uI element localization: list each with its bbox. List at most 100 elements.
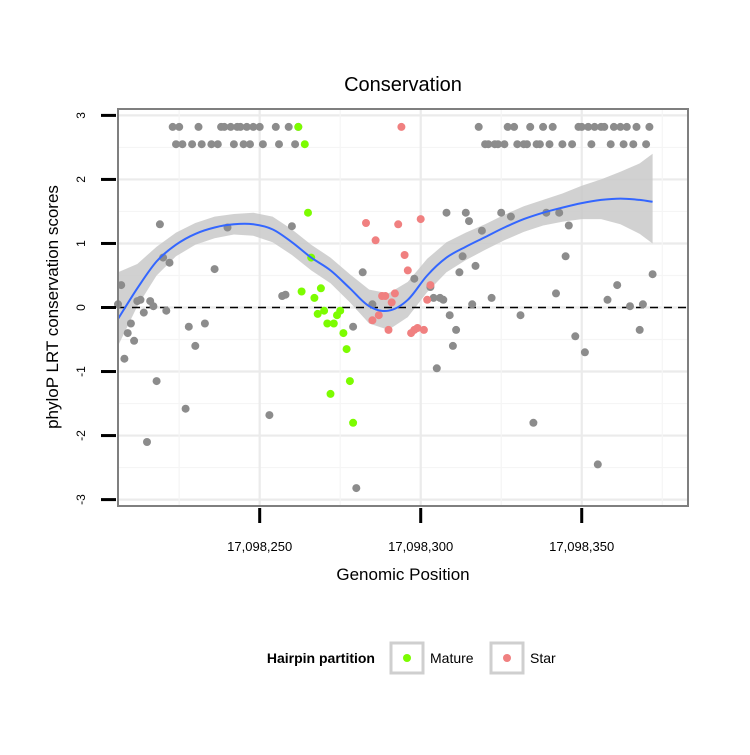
point-other [143, 438, 151, 446]
point-other [130, 336, 139, 345]
point-other [165, 258, 174, 267]
x-axis-title: Genomic Position [336, 565, 469, 584]
point-other [642, 140, 651, 149]
point-other [239, 140, 248, 149]
y-tick-label: -1 [74, 366, 88, 377]
point-other [635, 325, 644, 334]
legend-label-mature: Mature [430, 650, 474, 666]
point-other [188, 140, 197, 149]
y-tick-label: 0 [74, 304, 88, 311]
point-other [410, 274, 419, 283]
y-tick-label: 1 [74, 240, 88, 247]
point-other [539, 122, 548, 131]
point-other [226, 122, 235, 131]
point-mature [316, 284, 325, 293]
point-other [535, 140, 544, 149]
point-other [197, 140, 206, 149]
point-other [139, 308, 148, 317]
point-star [413, 324, 422, 332]
legend: Hairpin partition Mature Star [267, 641, 556, 675]
point-mature [326, 389, 335, 398]
x-tick-label: 17,098,350 [549, 539, 614, 554]
point-other [545, 140, 554, 149]
point-other [149, 302, 158, 311]
chart-title: Conservation [344, 74, 462, 96]
point-other [213, 140, 222, 149]
point-other [471, 261, 480, 270]
point-other [632, 122, 641, 131]
point-other [500, 140, 509, 149]
point-other [465, 217, 473, 226]
point-other [461, 208, 470, 217]
point-other [349, 322, 358, 331]
point-other [281, 290, 290, 299]
point-other [619, 140, 628, 149]
plot-border [117, 108, 689, 507]
point-other [513, 140, 522, 149]
point-other [529, 418, 538, 427]
point-other [155, 220, 164, 229]
point-other [487, 293, 496, 302]
point-star [381, 292, 390, 300]
point-other [242, 122, 251, 131]
point-other [210, 265, 219, 274]
point-other [503, 122, 512, 131]
point-mature [294, 122, 303, 131]
point-mature [310, 293, 319, 302]
point-other [506, 212, 515, 221]
legend-swatch-mature [403, 654, 411, 662]
point-star [423, 295, 432, 304]
y-axis-title: phyloP LRT conservation scores [43, 185, 62, 429]
point-star [368, 316, 377, 325]
point-other [249, 122, 258, 131]
point-other [429, 293, 438, 302]
point-other [255, 122, 264, 131]
legend-label-star: Star [530, 650, 556, 666]
point-other [442, 208, 451, 217]
point-other [571, 332, 580, 341]
x-tick-label: 17,098,250 [227, 539, 292, 554]
point-other [494, 140, 502, 149]
point-other [616, 122, 625, 131]
point-mature [336, 306, 345, 315]
legend-title: Hairpin partition [267, 650, 375, 666]
point-other [468, 300, 477, 309]
point-other [220, 122, 229, 131]
point-other [548, 122, 557, 131]
point-other [587, 140, 596, 149]
point-other [117, 281, 126, 290]
point-other [648, 270, 657, 279]
point-mature [320, 306, 329, 315]
point-star [374, 311, 383, 320]
point-mature [349, 418, 358, 427]
point-mature [329, 319, 338, 328]
point-mature [342, 345, 351, 354]
point-other [123, 329, 132, 338]
point-other [126, 319, 135, 328]
point-other [484, 140, 493, 149]
point-mature [300, 140, 309, 149]
point-other [178, 140, 187, 149]
point-other [284, 122, 293, 131]
point-other [568, 140, 577, 149]
x-axis: 17,098,250 17,098,300 17,098,350 [227, 508, 614, 554]
point-other [229, 140, 238, 149]
point-star [419, 325, 428, 334]
point-star [394, 220, 403, 229]
point-other [136, 295, 145, 304]
point-star [384, 325, 393, 334]
point-mature [297, 287, 306, 296]
point-other [613, 281, 622, 290]
point-other [168, 122, 177, 131]
point-other [358, 268, 367, 277]
point-other [439, 295, 448, 304]
point-mature [339, 329, 348, 338]
point-other [194, 122, 203, 131]
point-other [603, 295, 612, 304]
y-tick-label: -3 [74, 494, 88, 505]
points-layer [114, 122, 657, 493]
point-other [516, 311, 525, 320]
smooth-layer [117, 197, 653, 320]
point-other [552, 289, 560, 298]
